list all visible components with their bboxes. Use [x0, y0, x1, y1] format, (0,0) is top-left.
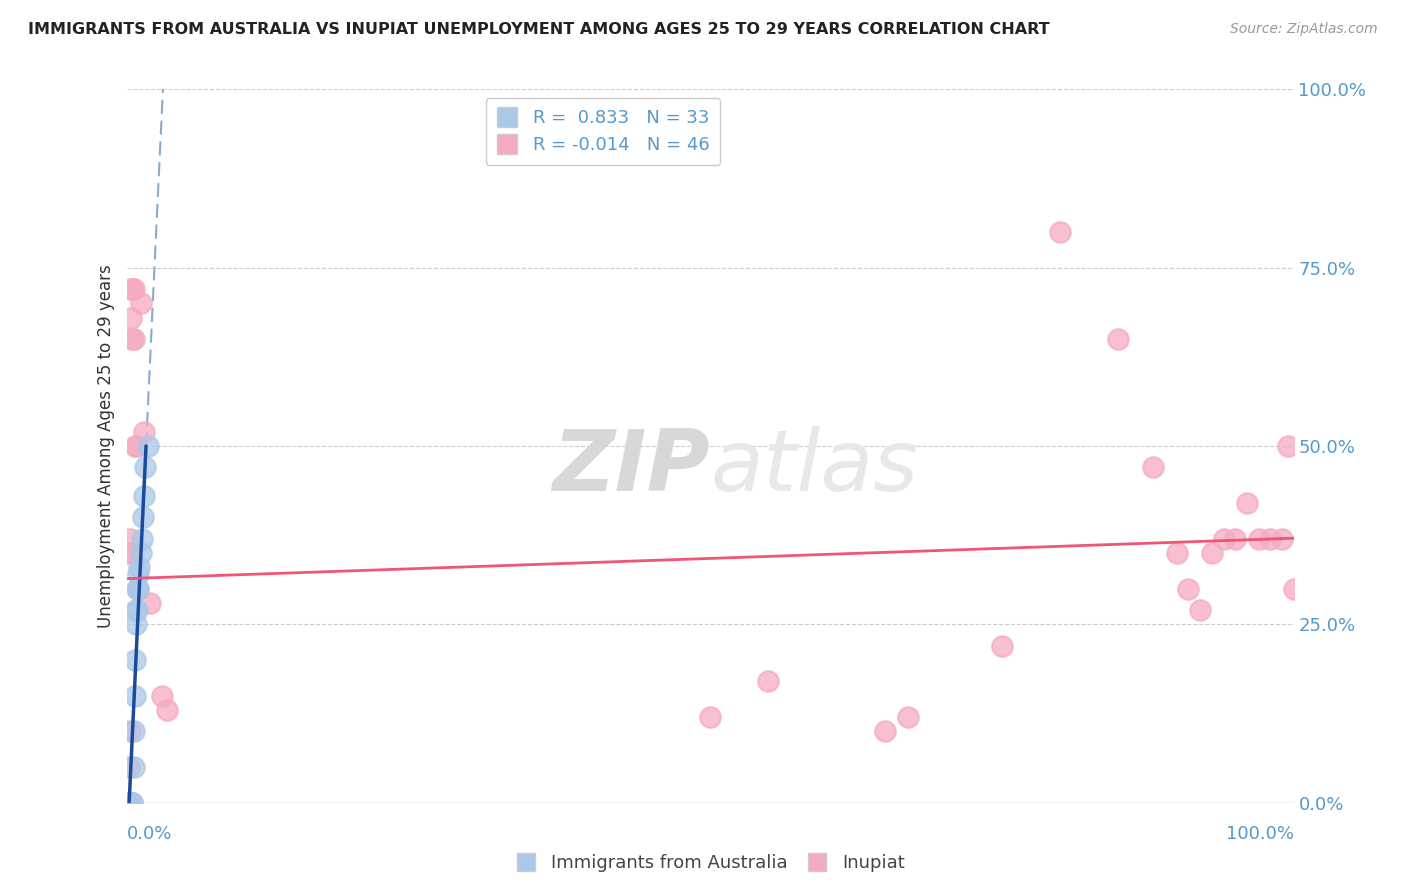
- Point: [118, 760, 141, 774]
- Point: [117, 796, 139, 810]
- Point: [118, 546, 141, 560]
- Point: [121, 332, 143, 346]
- Point: [150, 689, 173, 703]
- Point: [117, 796, 139, 810]
- Point: [118, 532, 141, 546]
- Point: [1201, 546, 1223, 560]
- Point: [132, 510, 155, 524]
- Point: [1277, 439, 1299, 453]
- Point: [118, 796, 141, 810]
- Point: [1049, 225, 1071, 239]
- Point: [156, 703, 179, 717]
- Point: [118, 796, 141, 810]
- Text: IMMIGRANTS FROM AUSTRALIA VS INUPIAT UNEMPLOYMENT AMONG AGES 25 TO 29 YEARS CORR: IMMIGRANTS FROM AUSTRALIA VS INUPIAT UNE…: [28, 22, 1050, 37]
- Point: [127, 582, 149, 596]
- Point: [118, 796, 141, 810]
- Point: [122, 332, 145, 346]
- Point: [136, 439, 159, 453]
- Point: [1142, 460, 1164, 475]
- Point: [131, 532, 153, 546]
- Point: [1271, 532, 1294, 546]
- Point: [699, 710, 721, 724]
- Point: [1247, 532, 1270, 546]
- Point: [129, 546, 152, 560]
- Point: [117, 796, 139, 810]
- Point: [118, 796, 141, 810]
- Point: [124, 689, 146, 703]
- Point: [125, 617, 148, 632]
- Point: [1258, 532, 1281, 546]
- Point: [120, 796, 142, 810]
- Point: [117, 796, 139, 810]
- Point: [125, 439, 148, 453]
- Point: [117, 796, 139, 810]
- Point: [1223, 532, 1246, 546]
- Point: [132, 425, 155, 439]
- Point: [121, 796, 143, 810]
- Point: [127, 567, 149, 582]
- Point: [120, 282, 142, 296]
- Point: [1212, 532, 1234, 546]
- Text: ZIP: ZIP: [553, 425, 710, 509]
- Text: Source: ZipAtlas.com: Source: ZipAtlas.com: [1230, 22, 1378, 37]
- Point: [1166, 546, 1188, 560]
- Point: [132, 489, 155, 503]
- Point: [120, 796, 142, 810]
- Point: [118, 796, 141, 810]
- Point: [118, 796, 141, 810]
- Point: [117, 796, 139, 810]
- Point: [875, 724, 897, 739]
- Point: [121, 282, 143, 296]
- Point: [139, 596, 162, 610]
- Point: [118, 724, 141, 739]
- Point: [117, 796, 139, 810]
- Point: [121, 796, 143, 810]
- Point: [134, 460, 156, 475]
- Point: [125, 603, 148, 617]
- Point: [125, 603, 148, 617]
- Point: [128, 560, 150, 574]
- Legend: Immigrants from Australia, Inupiat: Immigrants from Australia, Inupiat: [508, 847, 912, 880]
- Point: [118, 796, 141, 810]
- Y-axis label: Unemployment Among Ages 25 to 29 years: Unemployment Among Ages 25 to 29 years: [97, 264, 115, 628]
- Point: [125, 582, 148, 596]
- Point: [129, 296, 152, 310]
- Point: [122, 282, 145, 296]
- Point: [1282, 582, 1305, 596]
- Point: [118, 546, 141, 560]
- Text: 100.0%: 100.0%: [1226, 825, 1294, 843]
- Point: [121, 796, 143, 810]
- Point: [122, 724, 145, 739]
- Point: [118, 796, 141, 810]
- Point: [118, 796, 141, 810]
- Point: [122, 760, 145, 774]
- Point: [1177, 582, 1199, 596]
- Point: [897, 710, 920, 724]
- Point: [124, 653, 146, 667]
- Point: [118, 796, 141, 810]
- Point: [1108, 332, 1130, 346]
- Text: atlas: atlas: [710, 425, 918, 509]
- Point: [120, 796, 142, 810]
- Point: [1236, 496, 1258, 510]
- Point: [1189, 603, 1212, 617]
- Text: 0.0%: 0.0%: [127, 825, 172, 843]
- Point: [127, 582, 149, 596]
- Point: [756, 674, 779, 689]
- Point: [990, 639, 1012, 653]
- Point: [124, 439, 146, 453]
- Point: [120, 310, 142, 325]
